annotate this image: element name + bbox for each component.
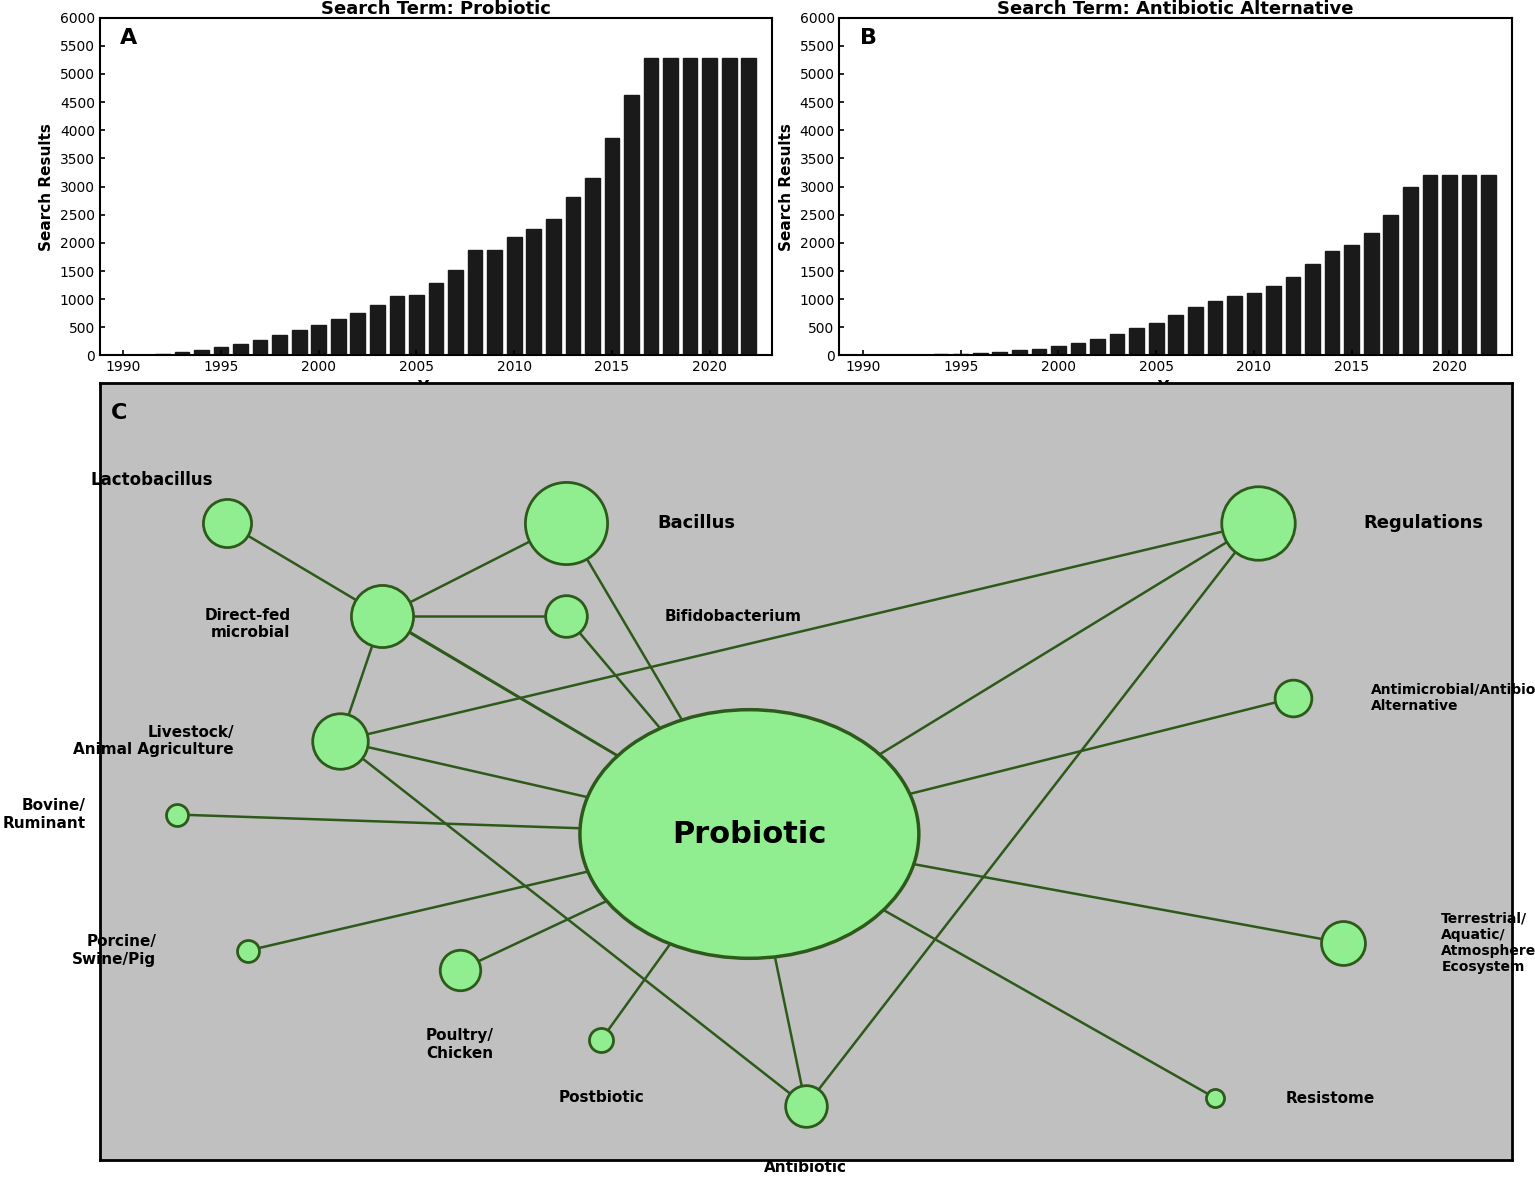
Y-axis label: Search Results: Search Results	[40, 123, 54, 251]
Point	[1245, 514, 1269, 532]
Bar	[213, 348, 229, 356]
Bar	[643, 58, 659, 356]
Bar	[350, 312, 365, 356]
Bar	[953, 353, 969, 356]
Bar	[973, 353, 987, 356]
Bar	[1110, 335, 1125, 356]
Bar	[1032, 349, 1047, 356]
Text: C: C	[111, 403, 127, 423]
Bar	[1051, 346, 1065, 356]
Bar	[1481, 176, 1495, 356]
Bar	[468, 250, 482, 356]
Bar	[703, 58, 717, 356]
Bar	[428, 284, 444, 356]
Bar	[1383, 216, 1398, 356]
Bar	[233, 344, 247, 356]
Bar	[1090, 338, 1105, 356]
Bar	[390, 296, 404, 356]
Point	[1203, 1088, 1228, 1107]
Bar	[1305, 264, 1320, 356]
Bar	[272, 335, 287, 356]
Text: Bovine/
Ruminant: Bovine/ Ruminant	[3, 799, 86, 830]
Bar	[546, 219, 560, 356]
Text: Direct-fed
microbial: Direct-fed microbial	[204, 608, 290, 641]
Point	[166, 805, 190, 823]
Bar	[1325, 251, 1340, 356]
Bar	[625, 95, 639, 356]
Bar	[487, 250, 502, 356]
Bar	[193, 350, 209, 356]
Text: Antimicrobial/Antibiotic
Alternative: Antimicrobial/Antibiotic Alternative	[1371, 683, 1535, 713]
Point	[554, 514, 579, 532]
Bar	[1246, 293, 1262, 356]
Bar	[448, 271, 464, 356]
Bar	[332, 319, 345, 356]
Bar	[1188, 306, 1202, 356]
Bar	[155, 353, 170, 356]
Text: Antibiotic
Alternative: Antibiotic Alternative	[758, 1160, 853, 1178]
Bar	[605, 138, 619, 356]
Bar	[370, 305, 385, 356]
Bar	[721, 58, 737, 356]
Bar	[1423, 176, 1437, 356]
Text: Bacillus: Bacillus	[657, 515, 735, 532]
Bar	[565, 197, 580, 356]
Text: A: A	[120, 28, 137, 48]
Bar	[1208, 302, 1222, 356]
Text: Probiotic: Probiotic	[672, 820, 826, 848]
Bar	[253, 339, 267, 356]
Text: Porcine/
Swine/Pig: Porcine/ Swine/Pig	[72, 934, 157, 967]
Text: Bifidobacterium: Bifidobacterium	[665, 609, 801, 624]
Point	[448, 960, 473, 979]
Bar	[1266, 286, 1280, 356]
Ellipse shape	[580, 709, 919, 959]
Text: Regulations: Regulations	[1363, 515, 1484, 532]
Text: Terrestrial/
Aquatic/
Atmosphere
Ecosystem: Terrestrial/ Aquatic/ Atmosphere Ecosyst…	[1441, 912, 1535, 974]
Bar	[312, 325, 325, 356]
Bar	[175, 352, 189, 356]
Bar	[683, 58, 697, 356]
Bar	[292, 330, 307, 356]
Bar	[663, 58, 678, 356]
Bar	[1461, 176, 1477, 356]
Point	[236, 941, 261, 960]
Bar	[410, 294, 424, 356]
Bar	[585, 178, 600, 356]
Text: Lactobacillus: Lactobacillus	[91, 471, 213, 490]
Bar	[1441, 176, 1457, 356]
Bar	[993, 352, 1007, 356]
Bar	[507, 237, 522, 356]
Point	[794, 1097, 818, 1116]
Point	[554, 607, 579, 626]
Bar	[1148, 323, 1164, 356]
Bar	[1365, 233, 1378, 356]
Point	[215, 514, 239, 532]
Point	[1280, 689, 1305, 708]
Text: B: B	[860, 28, 876, 48]
Point	[1331, 933, 1355, 952]
Y-axis label: Search Results: Search Results	[778, 123, 794, 251]
Bar	[1168, 315, 1183, 356]
Bar	[1345, 245, 1358, 356]
Bar	[1130, 329, 1144, 356]
Bar	[1071, 343, 1085, 356]
Text: Poultry/
Chicken: Poultry/ Chicken	[425, 1028, 494, 1060]
Text: Resistome: Resistome	[1286, 1091, 1375, 1106]
Bar	[1012, 350, 1027, 356]
Bar	[1286, 277, 1300, 356]
Point	[589, 1031, 614, 1050]
Bar	[741, 58, 757, 356]
Point	[370, 607, 394, 626]
X-axis label: Year: Year	[1157, 379, 1194, 395]
Title: Search Term: Probiotic: Search Term: Probiotic	[321, 0, 551, 18]
Bar	[527, 229, 542, 356]
Text: Postbiotic: Postbiotic	[559, 1091, 645, 1105]
Title: Search Term: Antibiotic Alternative: Search Term: Antibiotic Alternative	[998, 0, 1354, 18]
Bar	[1226, 297, 1242, 356]
Point	[327, 732, 352, 750]
X-axis label: Year: Year	[418, 379, 454, 395]
Text: Livestock/
Animal Agriculture: Livestock/ Animal Agriculture	[74, 724, 233, 757]
Bar	[1403, 186, 1418, 356]
